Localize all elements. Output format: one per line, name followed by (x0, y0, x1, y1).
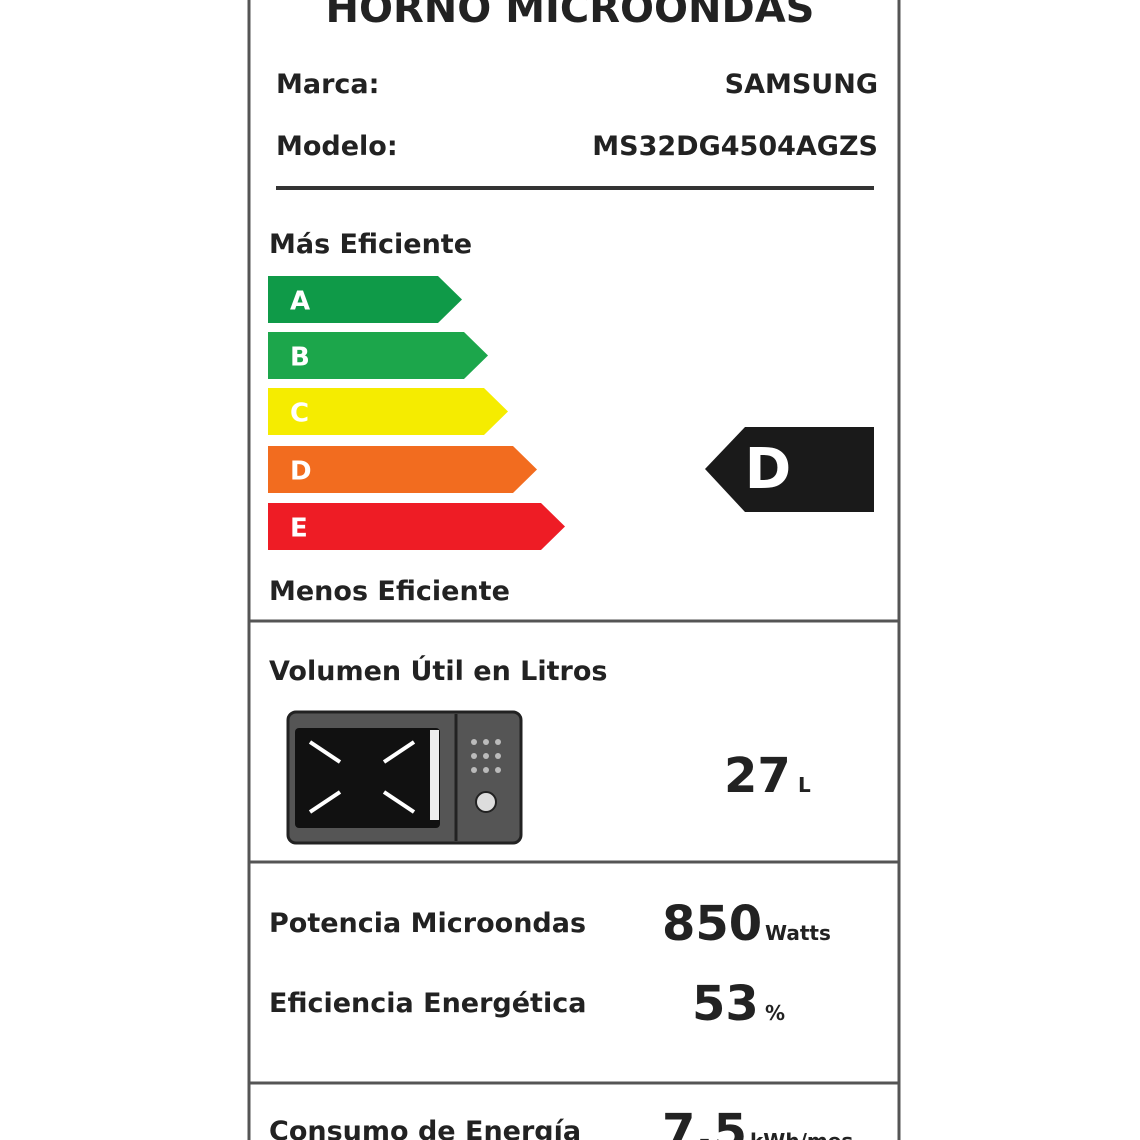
top-label: Más Eficiente (269, 229, 472, 260)
class-letter: E (290, 514, 308, 544)
title: HORNO MICROONDAS (326, 0, 815, 32)
spec-unit: % (765, 1001, 785, 1025)
class-arrow (268, 446, 537, 493)
class-arrow (268, 503, 565, 550)
spec-label: Eficiencia Energética (269, 988, 586, 1019)
class-letter: A (290, 287, 310, 317)
microwave-icon (286, 710, 523, 845)
class-arrow (268, 332, 488, 379)
spec-value: 850 (662, 896, 762, 952)
model: MS32DG4504AGZS (592, 131, 878, 162)
class-letter: B (290, 343, 310, 373)
rating-indicator (705, 427, 874, 512)
volume-value: 27 (724, 748, 791, 804)
spec-label: Potencia Microondas (269, 908, 586, 939)
class-letter: C (290, 399, 309, 429)
model-label: Modelo: (276, 131, 398, 162)
spec-unit: Watts (765, 921, 831, 945)
volume-unit: L (798, 773, 811, 797)
specs: Potencia Microondas 850 Watts Eficiencia En… (269, 896, 831, 1032)
class-arrow (268, 388, 508, 435)
spec-value: 53 (692, 976, 759, 1032)
consumption-label: Consumo de Energía (269, 1116, 581, 1140)
rating: D (745, 437, 791, 502)
consumption-unit: kWh/mes (750, 1129, 853, 1140)
brand: SAMSUNG (725, 69, 878, 100)
class-letter: D (290, 457, 312, 487)
label-border (247, 0, 901, 1140)
brand-label: Marca: (276, 69, 379, 100)
volume-label: Volumen Útil en Litros (269, 655, 608, 687)
consumption-value: 7.5 (662, 1104, 747, 1140)
class-arrow (268, 276, 462, 323)
bottom-label: Menos Eficiente (269, 576, 510, 607)
